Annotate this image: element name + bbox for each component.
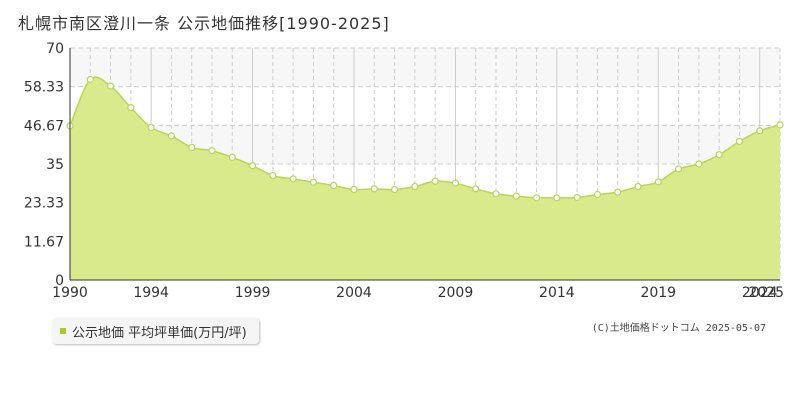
x-tick-label: 2014 xyxy=(539,285,575,301)
data-point xyxy=(451,179,460,187)
y-tick-label: 70 xyxy=(46,41,64,57)
legend: 公示地価 平均坪単価(万円/坪) xyxy=(52,318,259,344)
data-point xyxy=(512,192,520,200)
credit-text: (C)土地価格ドットコム 2025-05-07 xyxy=(591,323,766,334)
x-tick-label: 2004 xyxy=(336,285,372,301)
y-tick-label: 11.67 xyxy=(24,234,64,250)
data-point xyxy=(289,175,297,183)
data-point xyxy=(472,185,480,193)
x-tick-label: 2019 xyxy=(640,285,676,301)
data-point xyxy=(492,190,500,198)
y-tick-label: 35 xyxy=(46,157,64,173)
data-point xyxy=(309,178,318,186)
data-point xyxy=(106,82,115,90)
data-point xyxy=(593,190,602,199)
data-point xyxy=(695,160,703,168)
data-point xyxy=(147,123,155,132)
data-point xyxy=(674,165,683,173)
y-tick-label: 58.33 xyxy=(24,80,64,96)
data-point xyxy=(208,147,216,155)
data-point xyxy=(350,185,358,194)
data-point xyxy=(188,143,196,152)
x-tick-label: 1990 xyxy=(52,285,88,301)
data-point xyxy=(776,121,784,129)
grid-band xyxy=(70,48,780,87)
data-point xyxy=(411,182,419,191)
axes xyxy=(69,48,780,281)
data-point xyxy=(269,172,277,180)
y-tick-label: 23.33 xyxy=(24,196,64,212)
data-point xyxy=(532,194,541,202)
data-point xyxy=(330,181,338,190)
data-point xyxy=(431,177,439,185)
chart-title: 札幌市南区澄川一条 公示地価推移[1990-2025] xyxy=(18,14,390,33)
x-tick-label: 2025 xyxy=(748,285,784,301)
data-point xyxy=(756,127,764,135)
legend-swatch xyxy=(60,328,66,334)
tick-labels: 0 11.67 23.33 35 46.67 58.33 70 1990 1994 1999 200… xyxy=(24,41,784,301)
data-point xyxy=(86,75,94,84)
data-point xyxy=(735,137,744,146)
data-point xyxy=(614,188,622,196)
data-point xyxy=(228,153,236,161)
series-area xyxy=(70,77,780,280)
data-point xyxy=(553,194,561,202)
data-point xyxy=(167,132,176,140)
x-tick-label: 2024 xyxy=(742,285,778,301)
data-point xyxy=(248,162,257,170)
x-tick-label: 1999 xyxy=(235,285,271,301)
x-tick-label: 2009 xyxy=(438,285,474,301)
data-point xyxy=(715,151,723,159)
data-point xyxy=(573,193,581,202)
data-point xyxy=(390,185,399,194)
y-tick-label: 0 xyxy=(55,273,64,289)
legend-label: 公示地価 平均坪単価(万円/坪) xyxy=(72,325,247,341)
y-tick-label: 46.67 xyxy=(24,118,64,134)
series-layer xyxy=(66,75,784,280)
x-tick-label: 1994 xyxy=(133,285,169,301)
data-point xyxy=(370,185,378,193)
data-point xyxy=(634,182,642,191)
data-point xyxy=(654,178,662,186)
data-point xyxy=(127,104,135,112)
